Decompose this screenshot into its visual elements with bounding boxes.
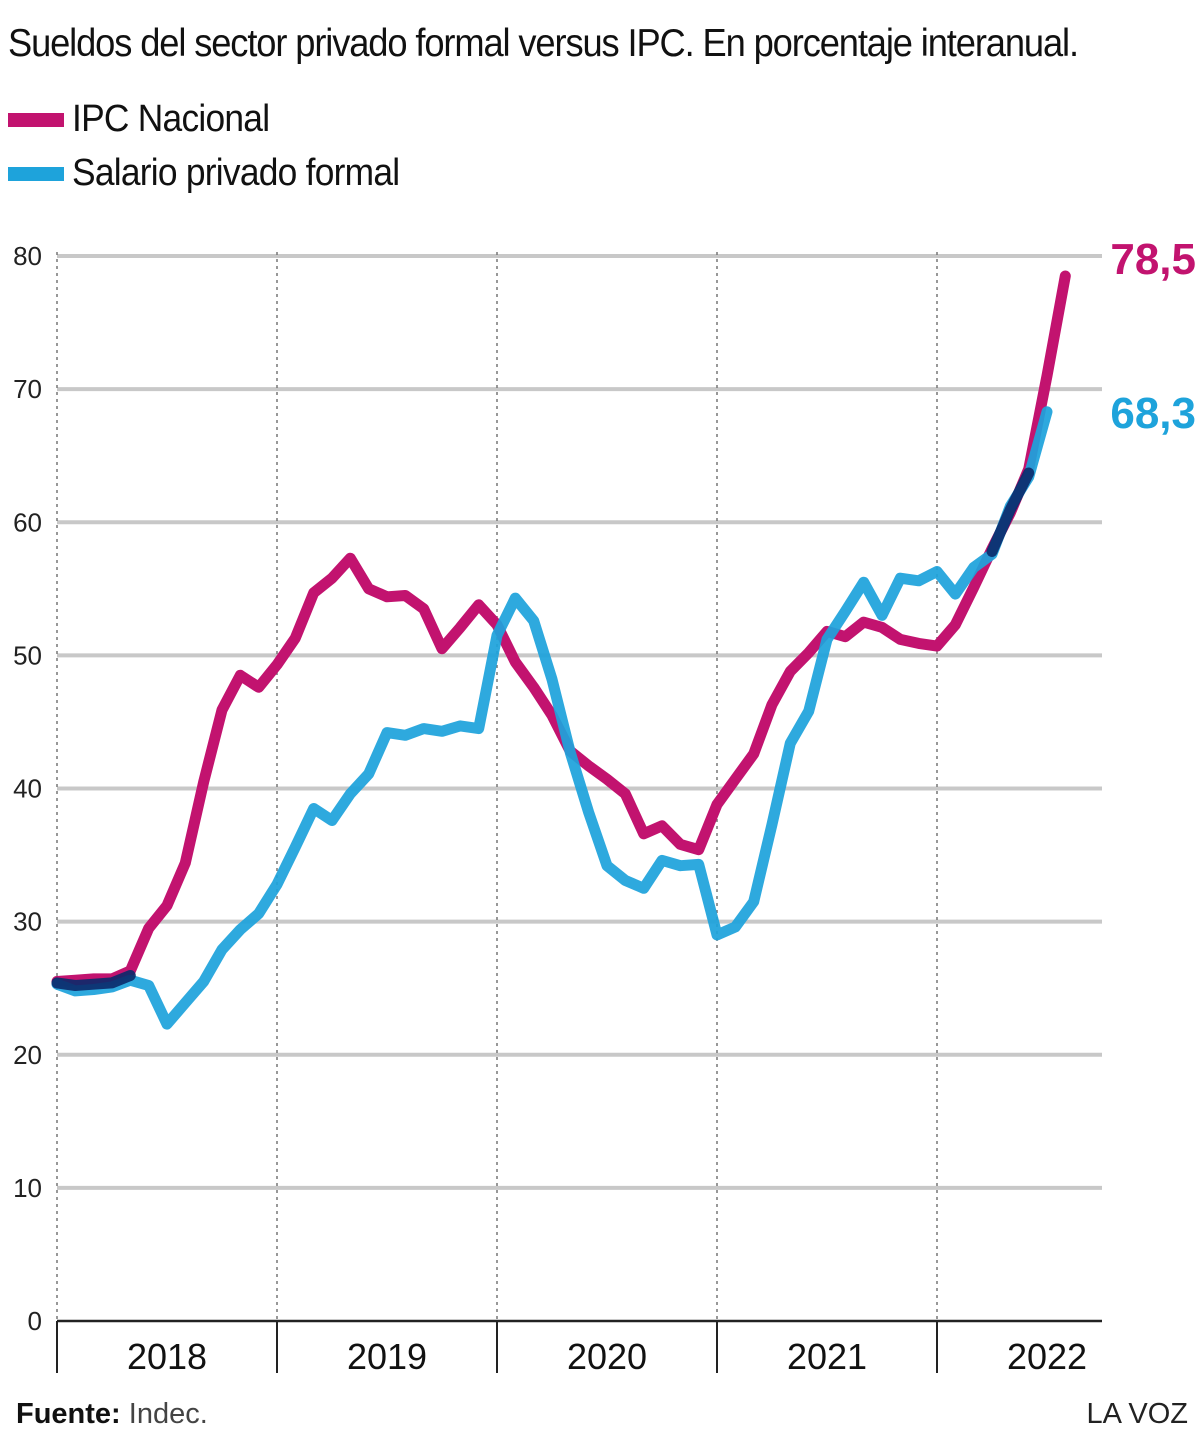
chart-title: Sueldos del sector privado formal versus… [8, 22, 1079, 65]
series-line-ipc [51, 270, 1071, 987]
series-overlap [51, 970, 136, 991]
brand-logo-text: LA VOZ [1086, 1398, 1188, 1430]
x-tick-label: 2020 [567, 1336, 647, 1377]
y-tick-label: 70 [13, 374, 42, 404]
series-line-salario [51, 406, 1053, 1030]
end-label-salario: 68,3 [1110, 389, 1196, 438]
y-tick-label: 50 [13, 640, 42, 670]
y-tick-label: 60 [13, 507, 42, 537]
source-value: Indec. [128, 1398, 208, 1430]
legend-swatch-ipc [8, 112, 64, 127]
y-tick-label: 10 [13, 1173, 42, 1203]
legend-swatch-salario [8, 166, 64, 181]
x-tick-label: 2019 [347, 1336, 427, 1377]
series-overlap [986, 467, 1035, 557]
y-tick-label: 80 [13, 241, 42, 271]
y-tick-label: 40 [13, 774, 42, 804]
source-label: Fuente: [16, 1398, 121, 1430]
legend-label-salario: Salario privado formal [72, 152, 400, 194]
source-note: Fuente: Indec. [16, 1398, 208, 1431]
x-tick-label: 2018 [127, 1336, 207, 1377]
y-tick-label: 30 [13, 907, 42, 937]
legend-item-ipc: IPC Nacional [8, 98, 284, 141]
x-tick-label: 2022 [1007, 1336, 1087, 1377]
legend-label-ipc: IPC Nacional [72, 98, 270, 140]
legend-item-salario: Salario privado formal [8, 152, 424, 195]
y-tick-label: 20 [13, 1040, 42, 1070]
y-tick-label: 0 [28, 1306, 42, 1336]
end-label-ipc: 78,5 [1110, 235, 1196, 284]
x-tick-label: 2021 [787, 1336, 867, 1377]
